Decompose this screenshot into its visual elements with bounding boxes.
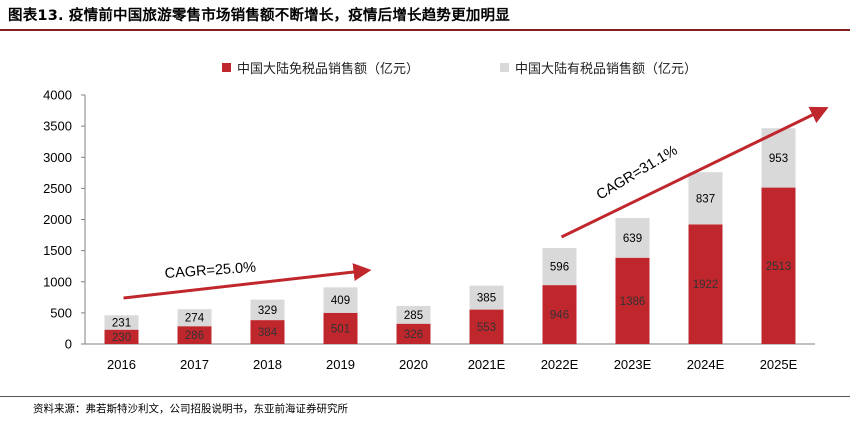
data-label-duty-paid: 953 bbox=[769, 153, 788, 165]
x-tick-label: 2024E bbox=[687, 357, 725, 372]
y-tick-label: 3500 bbox=[43, 119, 72, 134]
y-tick-label: 500 bbox=[50, 305, 72, 320]
y-tick-label: 0 bbox=[65, 337, 72, 352]
data-label-duty-paid: 837 bbox=[696, 193, 715, 205]
bar-duty-paid bbox=[396, 305, 431, 324]
data-label-duty-free: 230 bbox=[112, 332, 131, 344]
bar-duty-paid bbox=[250, 299, 285, 321]
data-label-duty-free: 1386 bbox=[620, 296, 646, 308]
x-tick-label: 2018 bbox=[253, 357, 282, 372]
x-tick-label: 2021E bbox=[468, 357, 506, 372]
x-tick-label: 2023E bbox=[614, 357, 652, 372]
data-label-duty-free: 553 bbox=[477, 322, 496, 334]
x-tick-label: 2022E bbox=[541, 357, 579, 372]
bar-duty-free bbox=[323, 312, 358, 344]
y-tick-label: 4000 bbox=[43, 88, 72, 103]
data-label-duty-free: 2513 bbox=[766, 261, 792, 273]
bar-duty-paid bbox=[177, 309, 212, 327]
legend-label-duty-free: 中国大陆免税品销售额（亿元） bbox=[237, 61, 419, 77]
x-tick-label: 2020 bbox=[399, 357, 428, 372]
bar-duty-paid bbox=[688, 172, 723, 225]
bar-duty-free bbox=[761, 187, 796, 344]
bar-duty-paid bbox=[323, 287, 358, 313]
title-divider bbox=[0, 29, 850, 31]
cagr-label-2022-2025: CAGR=31.1% bbox=[594, 143, 681, 204]
cagr-arrow-2022-2025 bbox=[560, 106, 829, 239]
bar-duty-paid bbox=[542, 248, 577, 286]
source-note: 资料来源：弗若斯特沙利文，公司招股说明书，东亚前海证券研究所 bbox=[33, 403, 348, 415]
y-tick-label: 1500 bbox=[43, 243, 72, 258]
page-title: 图表13. 疫情前中国旅游零售市场销售额不断增长，疫情后增长趋势更加明显 bbox=[8, 8, 510, 24]
bar-duty-paid bbox=[615, 217, 650, 258]
legend-swatch-duty-free bbox=[222, 63, 231, 72]
bar-duty-paid bbox=[104, 315, 139, 330]
bar-duty-free bbox=[177, 326, 212, 344]
legend-label-duty-paid: 中国大陆有税品销售额（亿元） bbox=[515, 61, 697, 77]
bar-duty-free bbox=[688, 224, 723, 344]
data-label-duty-paid: 329 bbox=[258, 305, 277, 317]
x-axis: 2016 2017 2018 2019 2020 2021E 2022E 2023E 2024E… bbox=[85, 343, 815, 372]
y-tick-label: 3000 bbox=[43, 150, 72, 165]
bar-duty-paid bbox=[469, 285, 504, 310]
bar-duty-free bbox=[469, 309, 504, 344]
bars: 230 231 286 274 384 329 501 409 326 285 553 385 946 5… bbox=[104, 128, 796, 344]
bar-duty-free bbox=[615, 257, 650, 344]
data-label-duty-paid: 409 bbox=[331, 295, 350, 307]
x-tick-label: 2017 bbox=[180, 357, 209, 372]
y-tick-label: 2000 bbox=[43, 212, 72, 227]
x-tick-label: 2025E bbox=[760, 357, 798, 372]
data-label-duty-free: 501 bbox=[331, 323, 350, 335]
data-label-duty-free: 286 bbox=[185, 330, 204, 342]
x-tick-label: 2016 bbox=[107, 357, 136, 372]
cagr-arrow-2016-2019 bbox=[123, 263, 372, 300]
y-tick-label: 1000 bbox=[43, 274, 72, 289]
stacked-bar-chart: 中国大陆免税品销售额（亿元） 中国大陆有税品销售额（亿元） 0 500 1000 15… bbox=[43, 61, 829, 372]
bar-duty-free bbox=[104, 329, 139, 344]
data-label-duty-paid: 231 bbox=[112, 317, 131, 329]
data-label-duty-paid: 274 bbox=[185, 313, 205, 325]
data-label-duty-paid: 639 bbox=[623, 233, 642, 245]
bar-duty-free bbox=[250, 320, 285, 344]
data-label-duty-paid: 385 bbox=[477, 293, 496, 305]
x-tick-label: 2019 bbox=[326, 357, 355, 372]
legend-swatch-duty-paid bbox=[500, 63, 509, 72]
cagr-label-2016-2019: CAGR=25.0% bbox=[164, 260, 256, 282]
data-label-duty-free: 384 bbox=[258, 327, 278, 339]
bar-duty-free bbox=[396, 323, 431, 344]
legend: 中国大陆免税品销售额（亿元） 中国大陆有税品销售额（亿元） bbox=[222, 61, 697, 77]
footer-divider bbox=[0, 396, 850, 397]
data-label-duty-paid: 285 bbox=[404, 310, 423, 322]
data-label-duty-free: 326 bbox=[404, 329, 423, 341]
data-label-duty-free: 946 bbox=[550, 310, 569, 322]
y-tick-label: 2500 bbox=[43, 181, 72, 196]
bar-duty-free bbox=[542, 285, 577, 344]
data-label-duty-paid: 596 bbox=[550, 262, 569, 274]
data-label-duty-free: 1922 bbox=[693, 279, 719, 291]
y-axis: 0 500 1000 1500 2000 2500 3000 3500 4000 bbox=[43, 88, 86, 352]
